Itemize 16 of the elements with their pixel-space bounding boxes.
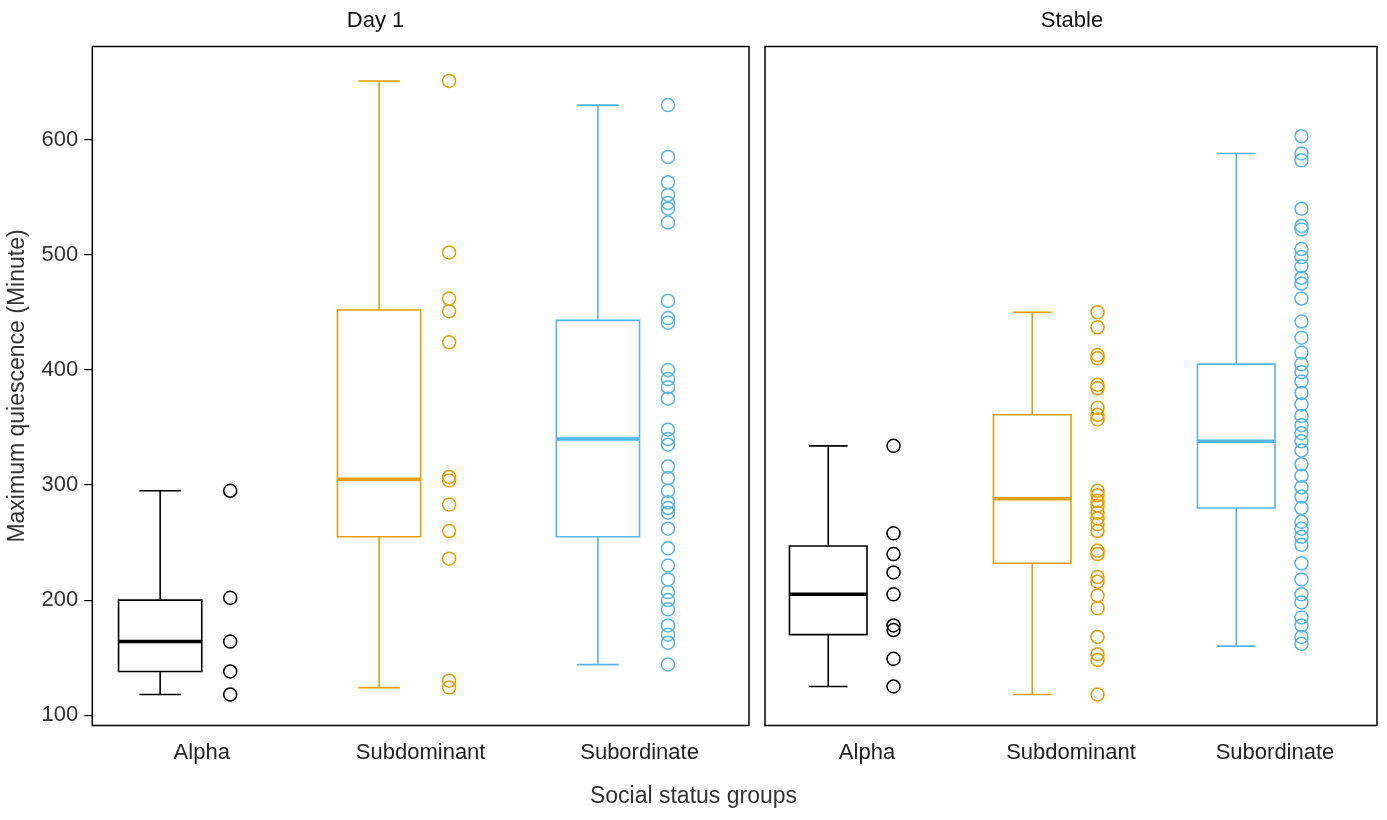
y-tick-label: 400 bbox=[41, 355, 79, 381]
x-tick-label: Subdominant bbox=[1006, 738, 1136, 764]
x-tick-label: Alpha bbox=[838, 738, 896, 764]
y-tick-label: 300 bbox=[41, 471, 79, 497]
y-tick-label: 500 bbox=[41, 240, 79, 266]
x-tick-label: Subordinate bbox=[1215, 738, 1335, 764]
x-tick-label: Subordinate bbox=[580, 738, 699, 764]
x-tick-label: Alpha bbox=[173, 738, 231, 764]
x-axis-title: Social status groups bbox=[588, 782, 799, 809]
y-tick-label: 600 bbox=[41, 125, 79, 151]
y-axis-title: Maximum quiescence (Minute) bbox=[3, 229, 30, 543]
chart-title: Day 1 bbox=[346, 7, 405, 33]
chart-title: Stable bbox=[1040, 7, 1104, 33]
x-tick-label: Subdominant bbox=[355, 738, 486, 764]
y-tick-label: 200 bbox=[41, 586, 79, 612]
y-tick-label: 100 bbox=[41, 701, 79, 727]
